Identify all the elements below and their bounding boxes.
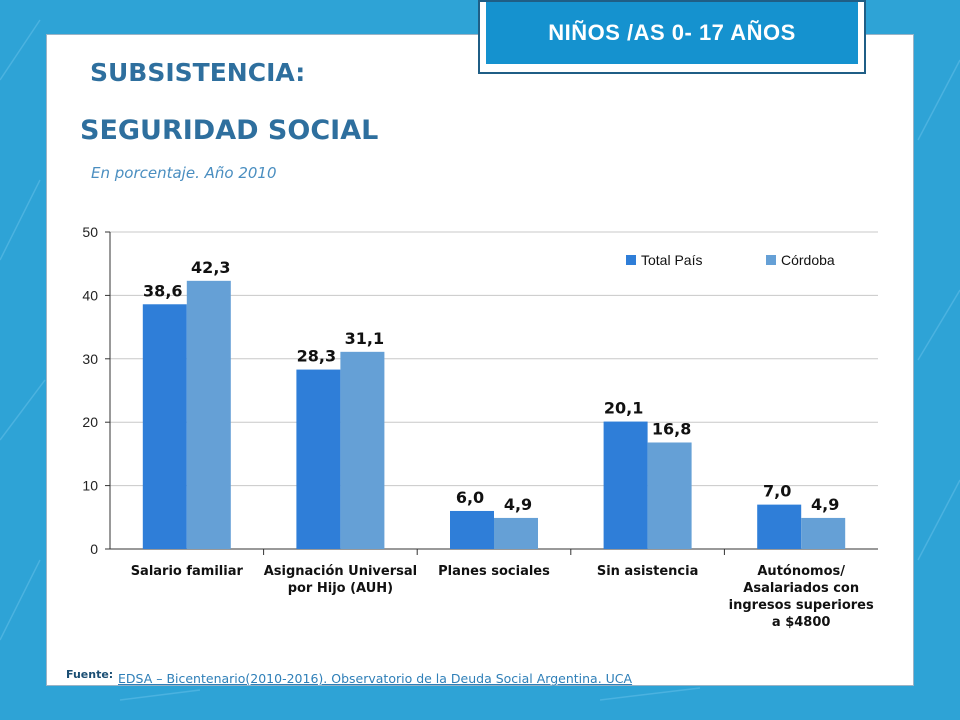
y-tick-label: 30: [82, 351, 98, 367]
bar: [450, 510, 494, 549]
x-tick-label: Sin asistencia: [597, 564, 699, 579]
page-title: SUBSISTENCIA:: [90, 58, 306, 87]
bar: [494, 517, 538, 549]
data-label: 4,9: [811, 495, 839, 514]
bar: [142, 304, 187, 549]
data-label: 28,3: [297, 347, 336, 366]
bar: [186, 280, 231, 549]
x-tick-label: Asignación Universal: [264, 564, 417, 579]
data-label: 6,0: [456, 488, 484, 507]
data-label: 4,9: [504, 495, 532, 514]
data-label: 16,8: [652, 419, 691, 438]
bar: [757, 504, 802, 549]
source-label: Fuente:: [66, 668, 114, 681]
y-tick-label: 50: [82, 224, 98, 240]
bar: [296, 369, 341, 549]
data-label: 38,6: [143, 281, 182, 300]
data-label: 31,1: [345, 329, 384, 348]
legend-label: Córdoba: [781, 252, 835, 268]
x-tick-label: a $4800: [772, 615, 831, 630]
legend-swatch: [766, 255, 776, 265]
x-tick-label: Salario familiar: [131, 564, 244, 579]
y-tick-label: 40: [82, 287, 98, 303]
bar: [801, 517, 846, 549]
y-tick-label: 10: [82, 478, 98, 494]
source-link[interactable]: EDSA – Bicentenario(2010-2016). Observat…: [118, 671, 633, 686]
data-label: 42,3: [191, 258, 230, 277]
legend-swatch: [626, 255, 636, 265]
bar: [603, 421, 648, 549]
x-tick-label: Autónomos/: [757, 564, 845, 579]
y-tick-label: 20: [82, 414, 98, 430]
bar: [647, 442, 692, 549]
data-label: 7,0: [763, 482, 791, 501]
x-tick-label: por Hijo (AUH): [288, 581, 393, 596]
legend-background: [600, 240, 872, 276]
legend-label: Total País: [641, 252, 702, 268]
page-subtitle-heading: SEGURIDAD SOCIAL: [80, 115, 379, 146]
y-tick-label: 0: [90, 541, 98, 557]
x-tick-label: Asalariados con: [743, 581, 859, 596]
bar: [340, 351, 385, 549]
x-tick-label: ingresos superiores: [729, 598, 874, 613]
chart-caption: En porcentaje. Año 2010: [91, 164, 277, 182]
x-tick-label: Planes sociales: [438, 564, 550, 579]
badge-label: NIÑOS /AS 0- 17 AÑOS: [486, 2, 858, 64]
data-label: 20,1: [604, 399, 643, 418]
header-badge: NIÑOS /AS 0- 17 AÑOS: [478, 0, 866, 74]
